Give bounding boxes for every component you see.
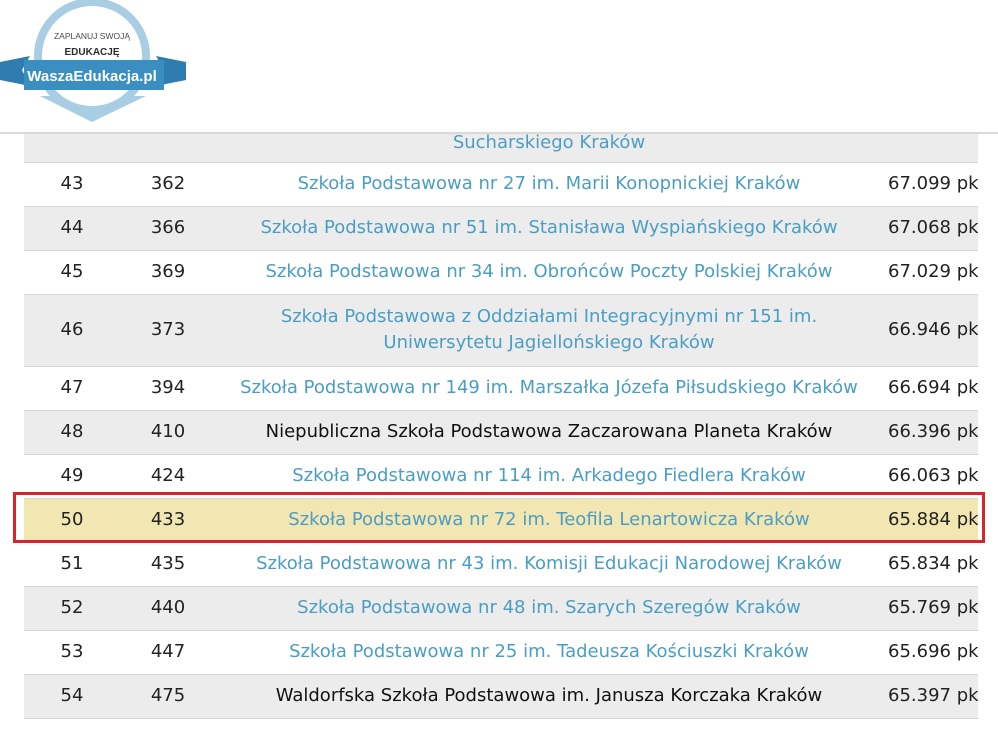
table-row: 53 447 Szkoła Podstawowa nr 25 im. Tadeusz…	[24, 630, 978, 675]
school-link[interactable]: Szkoła Podstawowa z Oddziałami Integracy…	[280, 306, 818, 353]
school-cell: Szkoła Podstawowa nr 43 im. Komisji Eduk…	[216, 542, 882, 587]
points-cell: 66.694 pkt	[882, 366, 978, 411]
table-row: 51 435 Szkoła Podstawowa nr 43 im. Komisji…	[24, 542, 978, 587]
table-row: 49 424 Szkoła Podstawowa nr 114 im. Arkade…	[24, 454, 978, 499]
ranking-table: Sucharskiego Kraków 43 362 Szkoła Podstawo…	[24, 120, 978, 740]
position-cell: 369	[120, 250, 216, 295]
points-cell: 67.029 pkt	[882, 250, 978, 295]
position-cell: 447	[120, 630, 216, 675]
school-link[interactable]: Szkoła Podstawowa nr 51 im. Stanisława W…	[260, 217, 838, 238]
logo-mid-text: EDUKACJĘ	[64, 47, 119, 58]
position-cell: 440	[120, 586, 216, 631]
school-link[interactable]: Szkoła Podstawowa nr 43 im. Komisji Eduk…	[256, 553, 842, 574]
table-row: 52 440 Szkoła Podstawowa nr 48 im. Szarych…	[24, 586, 978, 631]
rank-cell: 47	[24, 366, 120, 411]
school-cell: Szkoła Podstawowa nr 27 im. Marii Konopn…	[216, 162, 882, 207]
points-cell: 65.397 pkt	[882, 674, 978, 719]
school-link[interactable]: Szkoła Podstawowa nr 114 im. Arkadego Fi…	[292, 465, 806, 486]
table-row: 46 373 Szkoła Podstawowa z Oddziałami Inte…	[24, 294, 978, 367]
school-cell: Szkoła Podstawowa z Oddziałami Integracy…	[216, 294, 882, 367]
points-cell: 65.696 pkt	[882, 630, 978, 675]
position-cell: 433	[120, 498, 216, 543]
table-row: 47 394 Szkoła Podstawowa nr 149 im. Marsza…	[24, 366, 978, 411]
school-cell: Waldorfska Szkoła Podstawowa im. Janusza…	[216, 674, 882, 719]
position-cell: 410	[120, 410, 216, 455]
school-cell: Szkoła Podstawowa nr 25 im. Tadeusza Koś…	[216, 630, 882, 675]
waszaedukacja-logo[interactable]: ZAPLANUJ SWOJĄ EDUKACJĘ WaszaEdukacja.pl	[0, 0, 190, 128]
school-link[interactable]: Szkoła Podstawowa nr 149 im. Marszałka J…	[240, 377, 858, 398]
rank-cell: 48	[24, 410, 120, 455]
school-cell: Niepubliczna Szkoła Podstawowa Zaczarowa…	[216, 410, 882, 455]
school-link[interactable]: Szkoła Podstawowa nr 72 im. Teofila Lena…	[288, 509, 810, 530]
school-cell: Szkoła Podstawowa nr 72 im. Teofila Lena…	[216, 498, 882, 543]
rank-cell: 44	[24, 206, 120, 251]
points-cell: 67.068 pkt	[882, 206, 978, 251]
school-link[interactable]: Sucharskiego Kraków	[452, 131, 646, 153]
position-cell: 475	[120, 674, 216, 719]
school-link[interactable]: Szkoła Podstawowa nr 48 im. Szarych Szer…	[297, 597, 801, 618]
table-row: 45 369 Szkoła Podstawowa nr 34 im. Obrońcó…	[24, 250, 978, 295]
school-link[interactable]: Szkoła Podstawowa nr 27 im. Marii Konopn…	[297, 173, 801, 194]
table-row-highlighted: 50 433 Szkoła Podstawowa nr 72 im. Teofila…	[24, 498, 978, 543]
position-cell: 362	[120, 162, 216, 207]
school-cell: Szkoła Podstawowa nr 149 im. Marszałka J…	[216, 366, 882, 411]
position-cell: 435	[120, 542, 216, 587]
table-row: 44 366 Szkoła Podstawowa nr 51 im. Stanisł…	[24, 206, 978, 251]
school-cell: Szkoła Podstawowa nr 114 im. Arkadego Fi…	[216, 454, 882, 499]
points-cell: 65.884 pkt	[882, 498, 978, 543]
table-row: 54 475 Waldorfska Szkoła Podstawowa im. Ja…	[24, 674, 978, 719]
school-cell: Szkoła Podstawowa nr 51 im. Stanisława W…	[216, 206, 882, 251]
table-row: 43 362 Szkoła Podstawowa nr 27 im. Marii K…	[24, 162, 978, 207]
position-cell: 424	[120, 454, 216, 499]
rank-cell: 49	[24, 454, 120, 499]
points-cell: 65.769 pkt	[882, 586, 978, 631]
position-cell: 366	[120, 206, 216, 251]
rank-cell: 52	[24, 586, 120, 631]
site-header: ZAPLANUJ SWOJĄ EDUKACJĘ WaszaEdukacja.pl	[0, 0, 998, 134]
rank-cell: 53	[24, 630, 120, 675]
logo-top-text: ZAPLANUJ SWOJĄ	[54, 31, 130, 41]
points-cell: 66.396 pkt	[882, 410, 978, 455]
school-link[interactable]: Szkoła Podstawowa nr 34 im. Obrońców Poc…	[265, 261, 833, 282]
position-cell: 373	[120, 294, 216, 367]
school-name: Waldorfska Szkoła Podstawowa im. Janusza…	[275, 685, 823, 706]
position-cell: 394	[120, 366, 216, 411]
school-cell: Szkoła Podstawowa nr 48 im. Szarych Szer…	[216, 586, 882, 631]
school-link[interactable]: Szkoła Podstawowa nr 25 im. Tadeusza Koś…	[289, 641, 809, 662]
rank-cell: 51	[24, 542, 120, 587]
points-cell: 65.834 pkt	[882, 542, 978, 587]
school-cell: Szkoła Podstawowa nr 34 im. Obrońców Poc…	[216, 250, 882, 295]
school-name: Niepubliczna Szkoła Podstawowa Zaczarowa…	[265, 421, 833, 442]
points-cell: 67.099 pkt	[882, 162, 978, 207]
rank-cell: 54	[24, 674, 120, 719]
rank-cell: 45	[24, 250, 120, 295]
points-cell: 66.063 pkt	[882, 454, 978, 499]
points-cell: 66.946 pkt	[882, 294, 978, 367]
logo-brand-text: WaszaEdukacja.pl	[27, 68, 157, 85]
table-row: 48 410 Niepubliczna Szkoła Podstawowa Zacz…	[24, 410, 978, 455]
rank-cell: 46	[24, 294, 120, 367]
rank-cell: 43	[24, 162, 120, 207]
rank-cell: 50	[24, 498, 120, 543]
